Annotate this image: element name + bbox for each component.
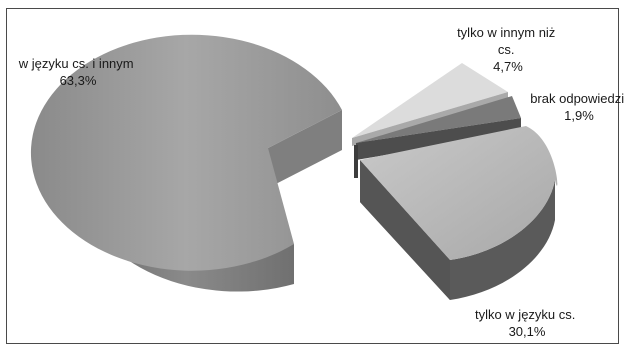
slice-w-jezyku-cs-i-innym xyxy=(30,34,342,292)
slice-w-jezyku-cs-i-innym-top xyxy=(30,34,342,271)
slice-w-jezyku-cs-i-innym-wall xyxy=(268,110,342,188)
slice-brak-odpowiedzi xyxy=(354,96,521,178)
slice-brak-odpowiedzi-edge xyxy=(354,145,358,178)
label-tylko-w-innym-niz-cs-value: 4,7% xyxy=(493,59,523,74)
slice-tylko-w-innym-niz-cs-top xyxy=(352,63,508,138)
label-brak-odpowiedzi: brak odpowiedzi 1,9% xyxy=(530,91,626,123)
label-w-jezyku-cs-i-innym: w języku cs. i innym 63,3% xyxy=(18,56,138,88)
label-tylko-w-jezyku-cs-name: tylko w języku cs. xyxy=(475,307,575,322)
slice-tylko-w-jezyku-cs xyxy=(360,126,558,300)
slice-tylko-w-jezyku-cs-wall xyxy=(360,160,450,300)
label-tylko-w-innym-niz-cs-name-cont: cs. xyxy=(498,42,515,57)
slice-tylko-w-jezyku-cs-side xyxy=(360,160,555,300)
label-brak-odpowiedzi-value: 1,9% xyxy=(564,108,594,123)
label-tylko-w-jezyku-cs: tylko w języku cs. 30,1% xyxy=(475,307,579,339)
label-tylko-w-jezyku-cs-value: 30,1% xyxy=(509,324,546,339)
slice-brak-odpowiedzi-side xyxy=(356,118,521,160)
label-tylko-w-innym-niz-cs-name: tylko w innym niż xyxy=(457,25,555,40)
slice-brak-odpowiedzi-top xyxy=(356,96,521,143)
label-brak-odpowiedzi-name: brak odpowiedzi xyxy=(530,91,624,106)
label-w-jezyku-cs-i-innym-name: w języku cs. i innym xyxy=(18,56,134,71)
slice-tylko-w-jezyku-cs-top xyxy=(360,126,558,260)
label-tylko-w-innym-niz-cs: tylko w innym niż cs. 4,7% xyxy=(457,25,559,74)
label-w-jezyku-cs-i-innym-value: 63,3% xyxy=(60,73,97,88)
